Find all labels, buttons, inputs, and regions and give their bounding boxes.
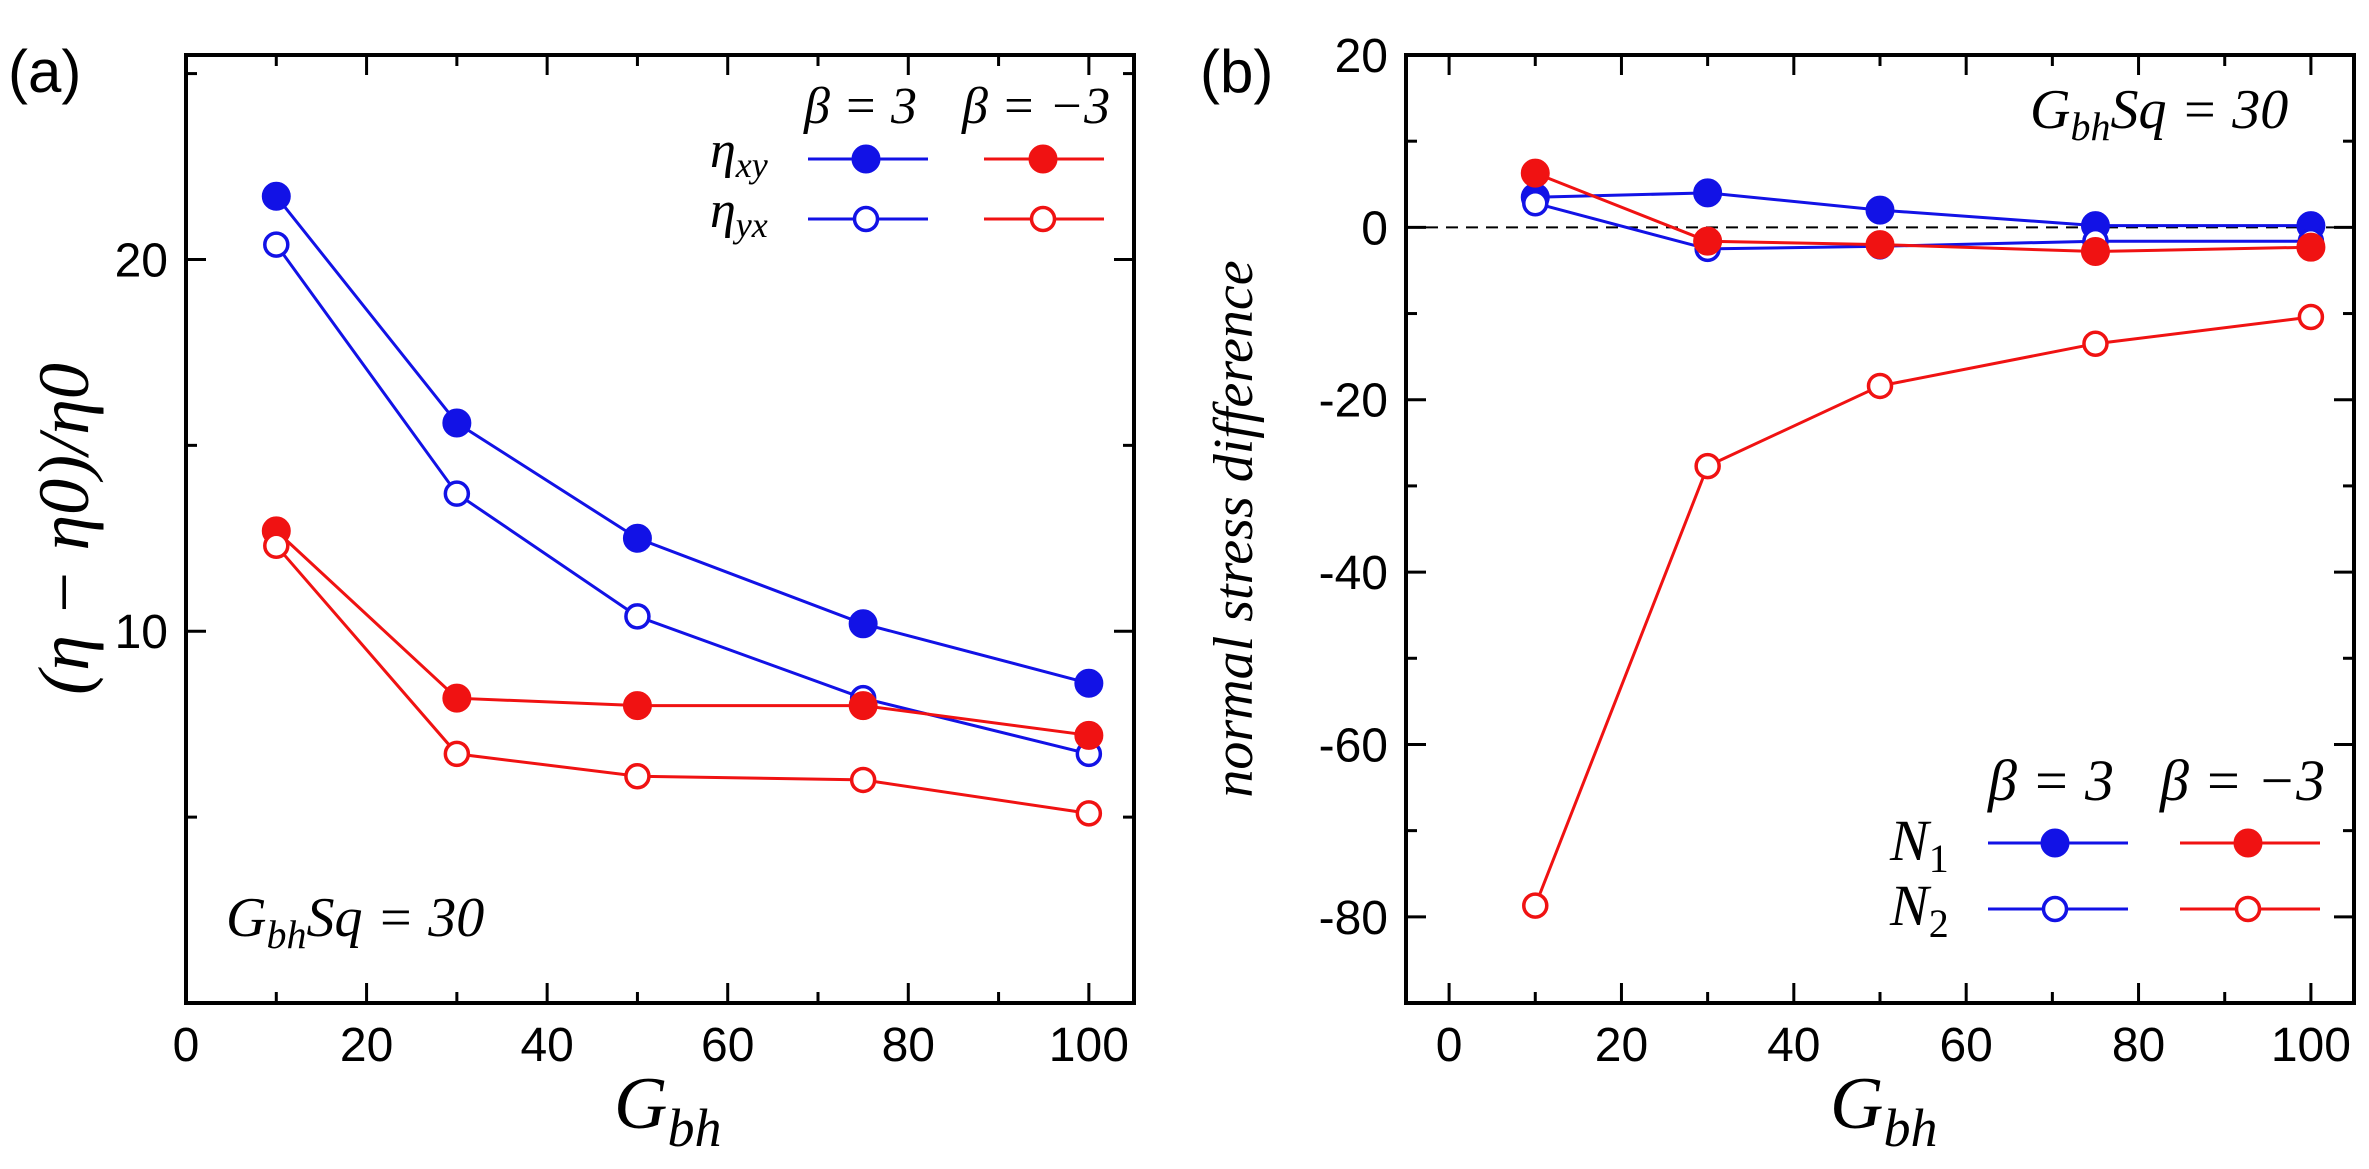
x-tick-label: 0 [1436,1019,1463,1072]
data-point-s2-1 [442,683,472,713]
legend-a-marker-yx-beta-pos [852,205,880,233]
data-point-s3-4 [1075,800,1103,827]
x-tick-label: 80 [2112,1019,2165,1072]
data-point-s2-2 [1865,230,1895,260]
x-tick-label: 80 [882,1019,935,1072]
panel-b-legend: β = 3 β = −3 N1 N2 [1889,748,2325,946]
data-point-s3-2 [624,762,651,790]
y-tick-label: 20 [1335,30,1388,83]
x-tick-label: 40 [520,1019,573,1072]
x-tick-label: 40 [1767,1019,1820,1072]
panel-a-series-lines [275,195,1090,815]
panel-a-tick-labels: 0 20 40 60 80 100 10 20 [115,234,1129,1072]
x-tick-label: 20 [1595,1019,1648,1072]
panel-b-annotation: GbhSq = 30 [2030,79,2288,149]
panel-b-data-points [1520,158,2326,919]
data-point-s3-1 [443,740,471,768]
legend-b-marker-n1-beta-pos [2040,828,2070,858]
legend-a-row2-label: ηyx [710,182,768,245]
data-point-s1-0 [263,231,290,258]
data-point-s2-4 [1074,720,1104,750]
panel-b-ticks [1406,53,2354,1005]
data-point-s0-2 [1865,195,1895,225]
data-point-s0-0 [261,181,291,211]
legend-a-marker-xy-beta-neg [1028,144,1058,174]
series-line-3 [275,544,1090,815]
y-tick-label: -60 [1319,719,1388,772]
x-tick-label: 60 [1939,1019,1992,1072]
x-tick-label: 20 [340,1019,393,1072]
y-tick-label: -40 [1319,547,1388,600]
data-point-s3-3 [2082,330,2109,357]
legend-b-marker-n2-beta-pos [2041,895,2069,923]
y-tick-label: 20 [115,234,168,287]
panel-b-y-axis-label: normal stress difference [1203,260,1265,797]
data-point-s2-2 [622,691,652,721]
series-line-1 [275,243,1090,756]
data-point-s1-0 [1522,189,1549,217]
legend-b-row1-label: N1 [1889,808,1949,881]
panel-a-x-axis-label: Gbh [614,1063,721,1158]
data-point-s3-4 [2297,303,2325,331]
data-point-s0-2 [622,523,652,553]
y-tick-label: 10 [115,606,168,659]
legend-b-marker-n1-beta-neg [2233,828,2263,858]
data-point-s1-1 [443,480,471,507]
data-point-s2-4 [2296,232,2326,262]
data-point-s0-4 [1074,668,1104,698]
legend-b-marker-n2-beta-neg [2234,895,2262,923]
legend-b-header-beta-neg: β = −3 [2159,748,2325,813]
data-point-s0-3 [848,609,878,639]
panel-a-ticks [184,55,1134,1005]
panel-b: (b) 0 20 40 60 80 100 -80 -60 -40 -20 0 20 normal s… [1200,30,2356,1158]
data-point-s0-1 [1693,178,1723,208]
y-tick-label: 0 [1361,202,1388,255]
panel-b-tick-labels: 0 20 40 60 80 100 -80 -60 -40 -20 0 20 [1319,30,2351,1072]
x-tick-label: 0 [173,1019,200,1072]
legend-b-header-beta-pos: β = 3 [1987,748,2114,813]
x-tick-label: 60 [701,1019,754,1072]
data-point-s3-0 [263,532,290,559]
y-tick-label: -20 [1319,375,1388,428]
x-tick-label: 100 [1049,1019,1129,1072]
legend-a-marker-yx-beta-neg [1029,205,1057,233]
data-point-s1-2 [624,603,651,630]
data-point-s2-3 [848,691,878,721]
data-point-s3-0 [1522,892,1549,919]
panel-a-y-axis-label: (η − η0)/η0 [24,363,104,695]
legend-a-header-beta-neg: β = −3 [961,78,1110,135]
legend-b-row2-label: N2 [1889,873,1949,946]
data-point-s2-1 [1693,226,1723,256]
data-point-s2-3 [2080,236,2110,266]
panel-a: (a) 0 20 40 60 80 100 10 20 (η − η0)/η0 Gbh Gbh… [8,38,1136,1158]
series-line-0 [275,195,1090,685]
y-tick-label: -80 [1319,892,1388,945]
legend-a-marker-xy-beta-pos [851,144,881,174]
panel-b-label: (b) [1200,38,1273,105]
panel-a-data-points [261,181,1104,827]
panel-a-annotation: GbhSq = 30 [226,887,484,957]
panel-a-frame [184,53,1136,1005]
data-point-s3-2 [1866,372,1894,400]
legend-a-header-beta-pos: β = 3 [803,78,917,135]
panel-a-label: (a) [8,38,81,105]
panel-a-legend: β = 3 β = −3 ηxy ηyx [710,78,1110,245]
data-point-s0-1 [442,408,472,438]
data-point-s3-3 [849,766,877,794]
data-point-s3-1 [1694,452,1721,480]
data-point-s2-0 [1520,158,1550,188]
panel-b-x-axis-label: Gbh [1830,1063,1937,1158]
legend-a-row1-label: ηxy [710,122,768,185]
x-tick-label: 100 [2271,1019,2351,1072]
